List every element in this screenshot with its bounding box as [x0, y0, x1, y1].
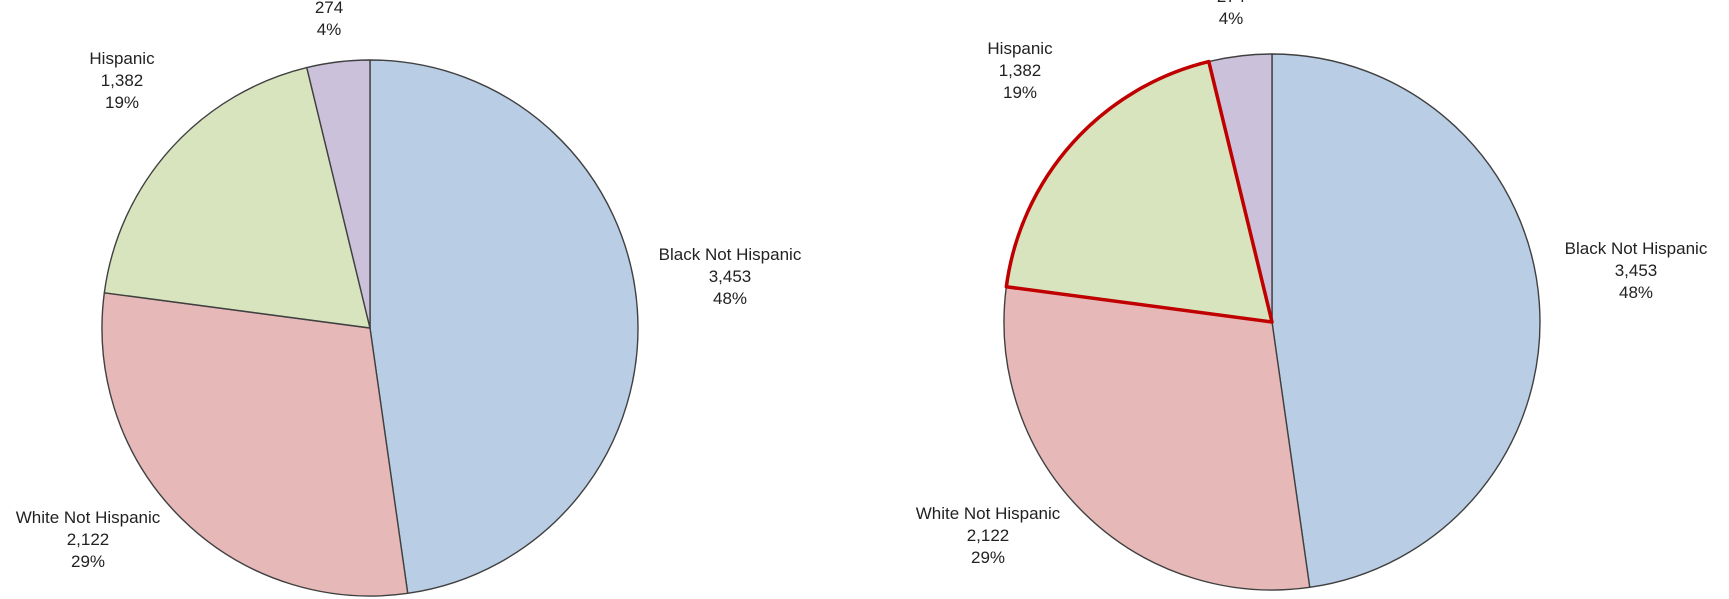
label-category: Hispanic	[89, 49, 155, 68]
label-percent: 19%	[1003, 83, 1037, 102]
pie-chart-right: Black Not Hispanic 3,453 48% White Not Hisp…	[916, 0, 1708, 591]
pie-slice-white-not-hispanic	[101, 292, 409, 597]
pie-slice-black-not-hispanic	[1271, 53, 1541, 589]
label-percent: 4%	[1219, 9, 1244, 28]
label-value: 3,453	[709, 267, 752, 286]
data-label-black-not-hispanic: Black Not Hispanic 3,453 48%	[1565, 239, 1708, 302]
highlight-outline-hispanic	[1004, 59, 1274, 324]
data-label-white-not-hispanic: White Not Hispanic 2,122 29%	[916, 504, 1061, 567]
label-category: Hispanic	[987, 39, 1053, 58]
label-value: 1,382	[101, 71, 144, 90]
pie-slice-black-not-hispanic	[369, 59, 639, 595]
label-value: 2,122	[967, 526, 1010, 545]
label-percent: 29%	[71, 552, 105, 571]
data-label-black-not-hispanic: Black Not Hispanic 3,453 48%	[659, 245, 802, 308]
label-category: White Not Hispanic	[916, 504, 1061, 523]
label-value: 274	[1217, 0, 1245, 6]
label-category: Black Not Hispanic	[1565, 239, 1708, 258]
data-label-white-not-hispanic: White Not Hispanic 2,122 29%	[16, 508, 161, 571]
data-label-hispanic: Hispanic 1,382 19%	[987, 39, 1053, 102]
data-label-other-3: 274 4%	[1217, 0, 1245, 28]
label-category: Black Not Hispanic	[659, 245, 802, 264]
label-value: 3,453	[1615, 261, 1658, 280]
label-percent: 48%	[1619, 283, 1653, 302]
label-value: 2,122	[67, 530, 110, 549]
pie-slice-hispanic	[103, 66, 371, 329]
label-value: 274	[315, 0, 343, 17]
label-percent: 48%	[713, 289, 747, 308]
pie-slice-other-3	[306, 59, 371, 329]
label-value: 1,382	[999, 61, 1042, 80]
pie-slice-white-not-hispanic	[1003, 286, 1311, 591]
label-percent: 19%	[105, 93, 139, 112]
label-percent: 29%	[971, 548, 1005, 567]
pie-chart-left: Black Not Hispanic 3,453 48% White Not Hisp…	[16, 0, 802, 597]
label-percent: 4%	[317, 20, 342, 39]
label-category: White Not Hispanic	[16, 508, 161, 527]
data-label-hispanic: Hispanic 1,382 19%	[89, 49, 155, 112]
